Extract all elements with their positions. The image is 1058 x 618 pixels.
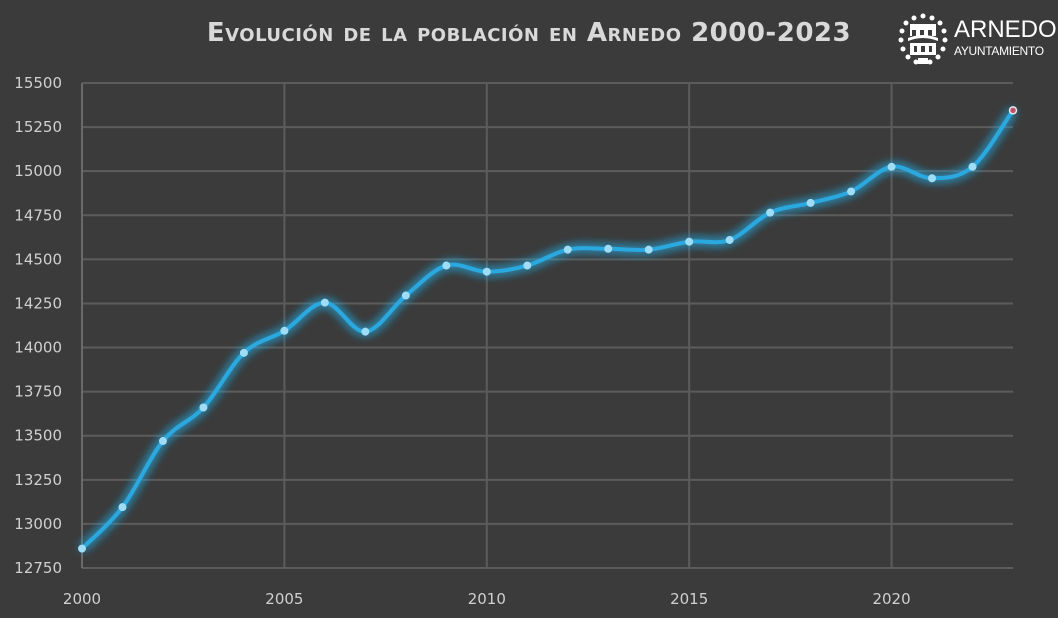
data-point — [766, 208, 775, 217]
y-tick-label: 14250 — [14, 294, 62, 312]
y-tick-label: 13250 — [14, 471, 62, 489]
y-tick-label: 14500 — [14, 250, 62, 268]
y-tick-label: 13500 — [14, 427, 62, 445]
data-point — [78, 544, 86, 553]
logo-subtitle: AYUNTAMIENTO — [954, 44, 1044, 58]
x-tick-label: 2000 — [63, 590, 101, 608]
data-point — [644, 245, 653, 254]
series — [78, 106, 1018, 553]
series-line — [80, 109, 1015, 551]
data-point — [158, 437, 167, 446]
x-tick-label: 2005 — [265, 590, 303, 608]
y-tick-label: 15000 — [14, 162, 62, 180]
x-tick-label: 2010 — [468, 590, 506, 608]
data-point — [199, 403, 208, 412]
data-point — [118, 503, 127, 512]
data-point — [361, 327, 370, 336]
data-point — [685, 237, 694, 246]
y-tick-label: 15500 — [14, 74, 62, 92]
data-point — [320, 298, 329, 307]
data-point — [280, 326, 289, 335]
y-tick-label: 13000 — [14, 515, 62, 533]
grid — [81, 82, 1013, 569]
data-point — [806, 198, 815, 207]
y-tick-label: 14750 — [14, 206, 62, 224]
arnedo-logo: ARNEDO AYUNTAMIENTO — [896, 12, 1057, 68]
data-point — [887, 162, 896, 171]
data-point — [482, 267, 491, 276]
axis-labels: 12750 13000 13250 13500 13750 14000 14250 14500… — [14, 74, 910, 608]
x-tick-label: 2015 — [670, 590, 708, 608]
y-tick-label: 12750 — [14, 559, 62, 577]
data-point — [847, 187, 856, 196]
data-point — [401, 291, 410, 300]
data-point — [239, 348, 248, 357]
data-point — [563, 245, 572, 254]
data-point — [442, 261, 451, 270]
y-tick-label: 14000 — [14, 339, 62, 357]
coat-of-arms-icon — [898, 13, 948, 65]
data-point — [523, 261, 532, 270]
data-point — [1008, 106, 1018, 115]
logo-name: ARNEDO — [954, 16, 1057, 43]
x-tick-label: 2020 — [872, 590, 910, 608]
data-point — [725, 235, 734, 244]
data-point — [604, 244, 613, 253]
y-tick-label: 13750 — [14, 383, 62, 401]
chart-title: Evolución de la población en Arnedo 2000… — [206, 18, 852, 48]
data-point — [968, 162, 977, 171]
data-point — [928, 174, 937, 183]
y-tick-label: 15250 — [14, 118, 62, 136]
